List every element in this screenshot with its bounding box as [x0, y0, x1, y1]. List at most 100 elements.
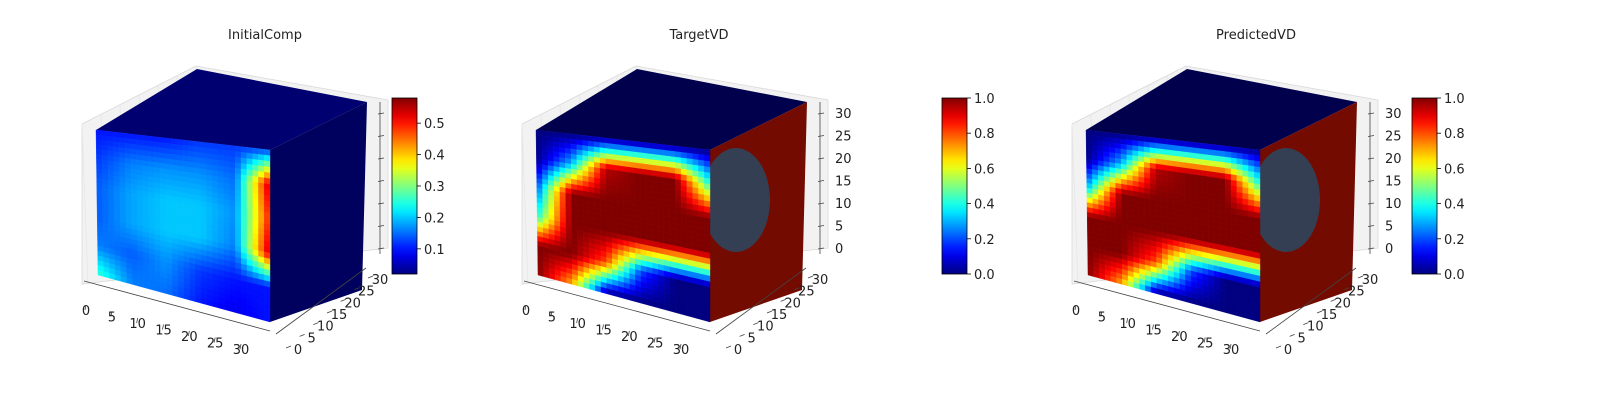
voxel — [165, 158, 172, 166]
voxel — [704, 166, 711, 174]
voxel — [223, 155, 230, 163]
y-tick-mark — [340, 298, 346, 302]
voxel — [611, 148, 618, 156]
voxel — [634, 141, 641, 148]
voxel — [1103, 141, 1110, 148]
y-tick-label: 0 — [1284, 343, 1292, 358]
y-tick-mark — [1289, 333, 1295, 337]
voxel — [692, 170, 699, 178]
z-tick-mark — [377, 180, 385, 182]
x-tick-label: 15 — [595, 324, 612, 339]
voxel — [605, 142, 612, 150]
cube-front-face — [95, 129, 271, 323]
voxel — [136, 144, 143, 151]
voxel — [663, 171, 670, 179]
voxel — [1166, 139, 1174, 146]
voxel — [1236, 152, 1243, 160]
voxel — [1172, 145, 1180, 152]
voxel — [153, 151, 161, 159]
voxel — [1242, 170, 1249, 178]
z-tick-mark — [1367, 157, 1375, 160]
voxel — [698, 154, 705, 161]
voxel — [1201, 164, 1209, 172]
cube-top-face — [1086, 69, 1357, 150]
voxel — [217, 160, 224, 167]
z-tick-label: 30 — [1385, 107, 1402, 122]
y-axis-line — [1265, 267, 1357, 335]
voxel — [1225, 167, 1232, 175]
subplot-title: TargetVD — [668, 28, 728, 43]
voxel — [1207, 149, 1214, 156]
voxel — [188, 161, 195, 169]
voxel — [1178, 145, 1185, 153]
voxel — [130, 133, 137, 140]
y-tick-mark — [807, 275, 814, 279]
voxel — [136, 139, 143, 146]
y-tick-label: 5 — [1298, 331, 1306, 346]
z-tick-mark — [1367, 202, 1375, 205]
voxel — [1132, 135, 1139, 142]
voxel — [686, 180, 693, 188]
grid-line — [1071, 123, 1079, 285]
voxel — [651, 148, 659, 156]
z-tick-label: 10 — [1385, 197, 1402, 212]
voxel — [704, 314, 711, 323]
voxel — [229, 172, 236, 180]
voxel — [246, 147, 253, 154]
voxel — [1230, 179, 1238, 187]
voxel — [118, 132, 126, 139]
voxel — [646, 147, 653, 155]
y-tick-label: 0 — [294, 343, 302, 358]
voxel — [588, 140, 595, 148]
voxel — [1196, 158, 1203, 166]
voxel — [663, 144, 670, 152]
voxel — [616, 139, 624, 146]
voxel — [582, 145, 589, 152]
voxel — [1155, 153, 1162, 160]
voxel — [1137, 135, 1145, 143]
voxel — [119, 142, 126, 149]
voxel — [177, 154, 184, 162]
x-tick-mark — [550, 311, 553, 317]
voxel — [646, 153, 653, 160]
voxel — [1219, 145, 1226, 152]
x-tick-mark — [653, 337, 656, 343]
y-tick-mark — [725, 345, 732, 349]
voxel — [240, 174, 248, 182]
voxel — [1248, 165, 1255, 173]
voxel — [657, 165, 664, 173]
voxel — [1248, 159, 1255, 167]
voxel — [553, 141, 560, 148]
voxel — [680, 146, 688, 154]
voxel — [130, 138, 137, 145]
voxel — [1253, 149, 1261, 156]
voxel — [1248, 188, 1255, 196]
voxel — [640, 152, 647, 160]
voxel — [1143, 136, 1151, 143]
voxel — [1172, 150, 1180, 157]
x-tick-mark — [627, 330, 630, 337]
voxel — [240, 179, 248, 187]
z-tick-mark — [377, 225, 385, 227]
voxel — [1219, 167, 1226, 174]
x-axis-line — [1073, 280, 1261, 332]
voxel — [628, 145, 635, 153]
voxel — [177, 149, 184, 157]
y-tick-label: 5 — [308, 331, 316, 346]
voxel — [1248, 182, 1255, 190]
voxel — [153, 146, 161, 154]
voxel — [264, 183, 271, 191]
voxel — [704, 154, 711, 162]
voxel — [1178, 151, 1185, 158]
x-tick-label: 20 — [621, 330, 638, 345]
voxel — [1143, 146, 1151, 154]
voxel — [704, 160, 711, 168]
voxel — [211, 143, 219, 150]
voxel — [646, 169, 653, 177]
voxel — [1167, 160, 1174, 167]
voxel — [240, 146, 248, 154]
voxel — [692, 187, 699, 195]
voxel — [95, 134, 103, 141]
voxel — [1138, 140, 1145, 148]
